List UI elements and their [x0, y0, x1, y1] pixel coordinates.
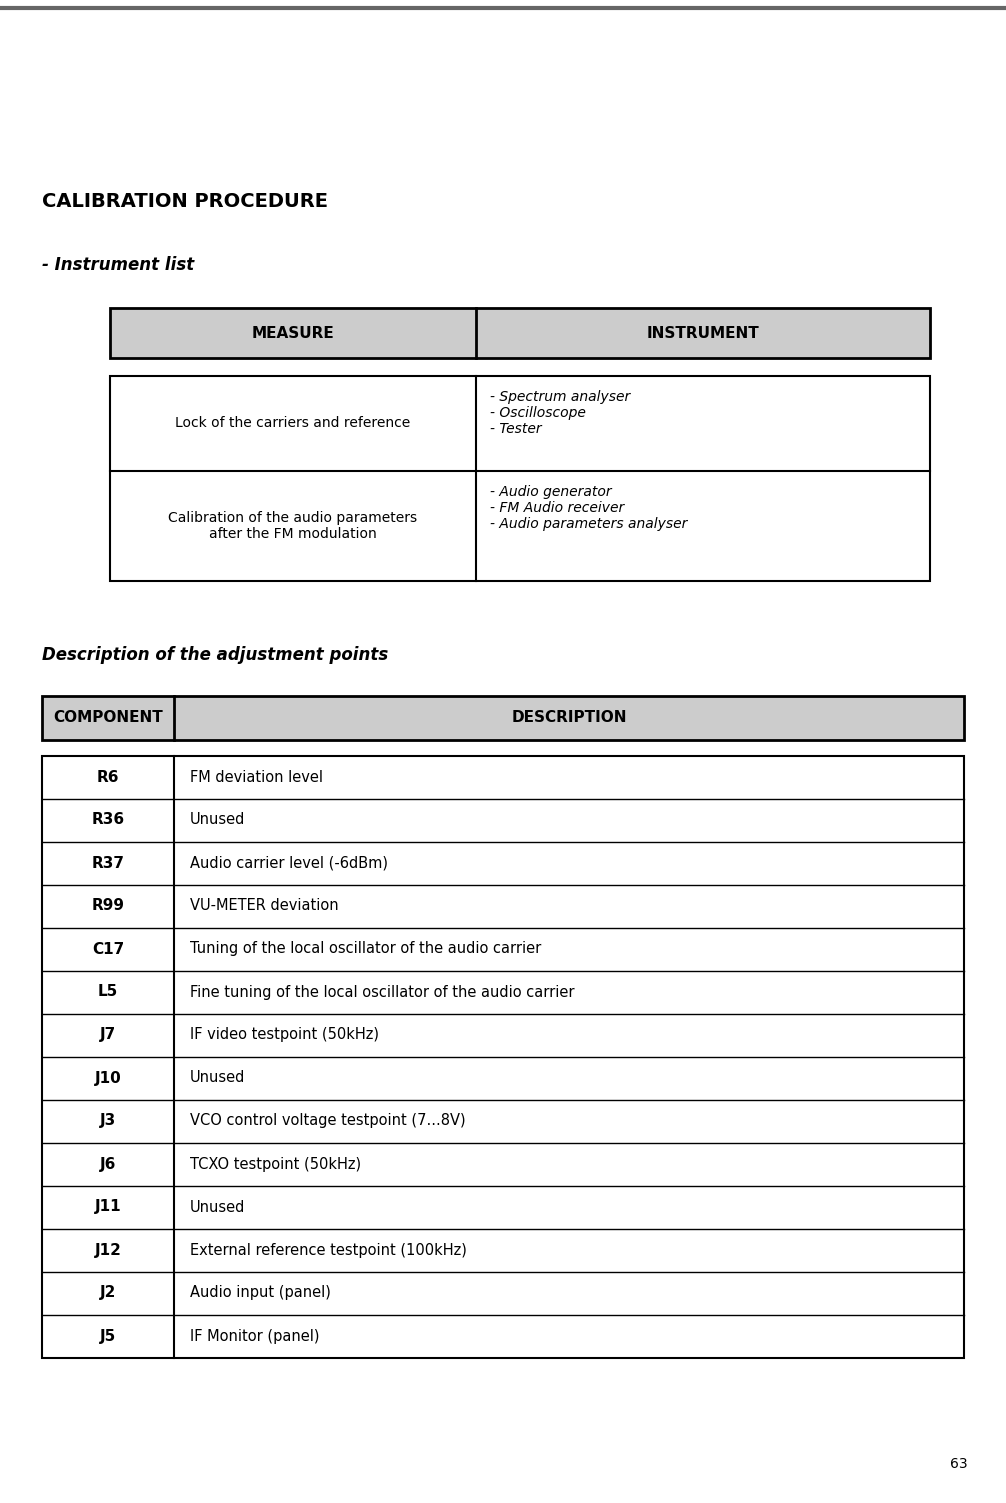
Text: Tuning of the local oscillator of the audio carrier: Tuning of the local oscillator of the au… [190, 941, 541, 956]
Bar [42, 756, 964, 1359]
Text: FM deviation level: FM deviation level [190, 770, 323, 785]
Text: J7: J7 [100, 1028, 116, 1043]
Text: J10: J10 [95, 1070, 122, 1085]
Text: Fine tuning of the local oscillator of the audio carrier: Fine tuning of the local oscillator of t… [190, 984, 574, 999]
Text: VCO control voltage testpoint (7...8V): VCO control voltage testpoint (7...8V) [190, 1114, 466, 1129]
Text: VU-METER deviation: VU-METER deviation [190, 899, 339, 914]
Text: C17: C17 [92, 941, 124, 956]
Text: Lock of the carriers and reference: Lock of the carriers and reference [175, 416, 410, 430]
Bar [110, 308, 930, 358]
Text: - Audio generator
- FM Audio receiver
- Audio parameters analyser: - Audio generator - FM Audio receiver - … [490, 485, 687, 532]
Text: J6: J6 [100, 1156, 116, 1171]
Text: J2: J2 [100, 1285, 116, 1300]
Text: Unused: Unused [190, 813, 245, 828]
Text: CALIBRATION PROCEDURE: CALIBRATION PROCEDURE [42, 192, 328, 210]
Text: - Instrument list: - Instrument list [42, 256, 194, 274]
Text: Description of the adjustment points: Description of the adjustment points [42, 646, 388, 664]
Text: J11: J11 [95, 1199, 122, 1214]
Text: INSTRUMENT: INSTRUMENT [647, 326, 760, 341]
Text: Audio carrier level (-6dBm): Audio carrier level (-6dBm) [190, 855, 388, 870]
Text: COMPONENT: COMPONENT [53, 711, 163, 726]
Text: J3: J3 [100, 1114, 116, 1129]
Text: TCXO testpoint (50kHz): TCXO testpoint (50kHz) [190, 1156, 361, 1171]
Text: IF video testpoint (50kHz): IF video testpoint (50kHz) [190, 1028, 379, 1043]
Text: J12: J12 [95, 1243, 122, 1258]
Text: Unused: Unused [190, 1070, 245, 1085]
Text: Audio input (panel): Audio input (panel) [190, 1285, 331, 1300]
Text: L5: L5 [98, 984, 118, 999]
Text: R6: R6 [97, 770, 120, 785]
Text: IF Monitor (panel): IF Monitor (panel) [190, 1329, 320, 1344]
Text: 63: 63 [951, 1456, 968, 1471]
Text: MEASURE: MEASURE [252, 326, 334, 341]
Text: Calibration of the audio parameters
after the FM modulation: Calibration of the audio parameters afte… [168, 511, 417, 541]
Text: DESCRIPTION: DESCRIPTION [511, 711, 627, 726]
Bar [110, 376, 930, 582]
Text: R36: R36 [92, 813, 125, 828]
Text: External reference testpoint (100kHz): External reference testpoint (100kHz) [190, 1243, 467, 1258]
Text: R37: R37 [92, 855, 125, 870]
Bar [42, 696, 964, 739]
Text: Unused: Unused [190, 1199, 245, 1214]
Text: J5: J5 [100, 1329, 116, 1344]
Text: - Spectrum analyser
- Oscilloscope
- Tester: - Spectrum analyser - Oscilloscope - Tes… [490, 389, 630, 436]
Text: R99: R99 [92, 899, 125, 914]
